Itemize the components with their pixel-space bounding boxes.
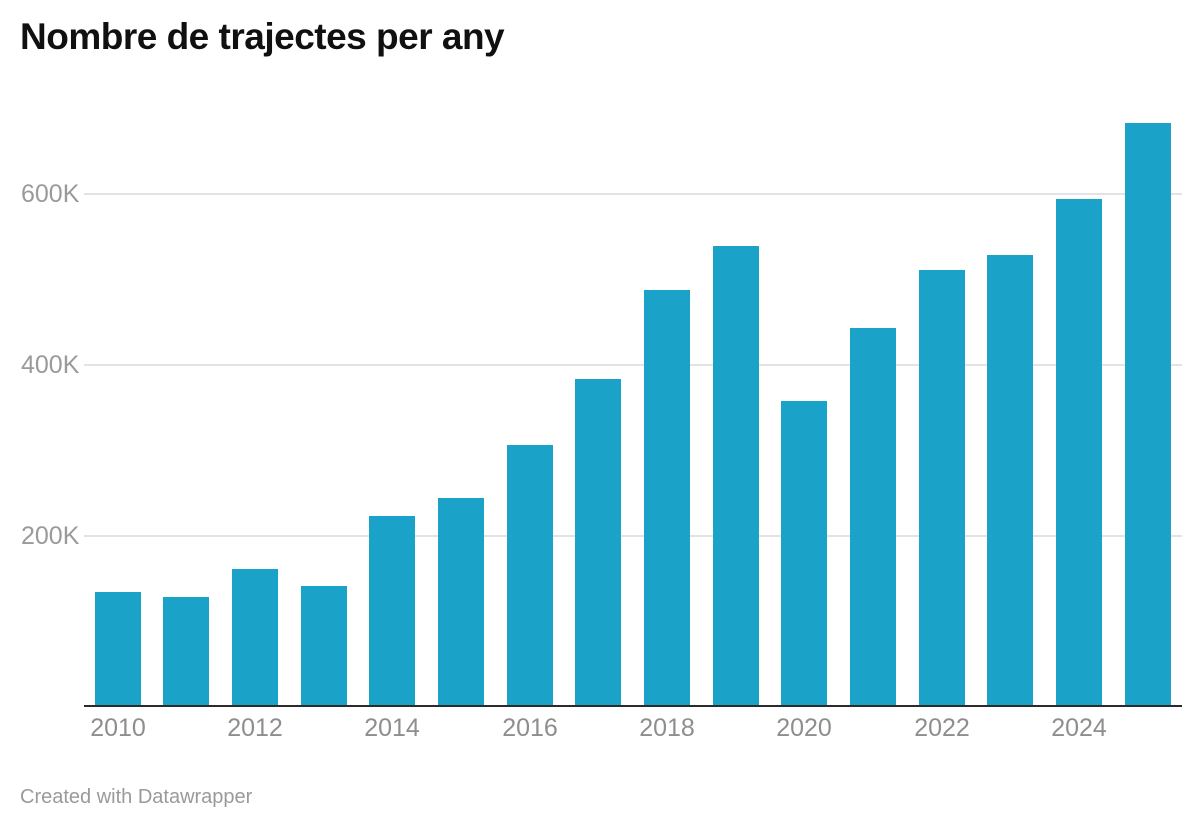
bar-2017[interactable] <box>575 379 621 705</box>
x-axis-tick-label-2016: 2016 <box>502 714 558 742</box>
x-axis-line <box>84 705 1182 707</box>
gridline-400K <box>84 364 1182 366</box>
bar-2013[interactable] <box>301 586 347 705</box>
bar-2020[interactable] <box>781 401 827 705</box>
bar-2012[interactable] <box>232 569 278 705</box>
y-axis-tick-label: 400K <box>21 351 80 379</box>
bar-2023[interactable] <box>987 255 1033 705</box>
gridline-600K <box>84 193 1182 195</box>
bar-2014[interactable] <box>369 516 415 705</box>
bar-2019[interactable] <box>713 246 759 705</box>
x-axis-tick-label-2014: 2014 <box>364 714 420 742</box>
bar-2011[interactable] <box>163 597 209 705</box>
bar-2018[interactable] <box>644 290 690 705</box>
chart-title: Nombre de trajectes per any <box>20 16 505 57</box>
x-axis-tick-label-2020: 2020 <box>776 714 832 742</box>
bar-2010[interactable] <box>95 592 141 705</box>
gridline-200K <box>84 535 1182 537</box>
x-axis-tick-label-2010: 2010 <box>90 714 146 742</box>
bar-2024[interactable] <box>1056 199 1102 705</box>
x-axis-tick-label-2022: 2022 <box>914 714 970 742</box>
attribution-text: Created with Datawrapper <box>20 786 253 808</box>
bar-2025[interactable] <box>1125 123 1171 705</box>
bar-2021[interactable] <box>850 328 896 705</box>
bar-2015[interactable] <box>438 498 484 705</box>
y-axis-tick-label: 600K <box>21 180 80 208</box>
y-axis-tick-label: 200K <box>21 522 80 550</box>
x-axis-tick-label-2012: 2012 <box>227 714 283 742</box>
x-axis-tick-label-2024: 2024 <box>1051 714 1107 742</box>
bar-2022[interactable] <box>919 270 965 705</box>
x-axis-tick-label-2018: 2018 <box>639 714 695 742</box>
bar-2016[interactable] <box>507 445 553 705</box>
